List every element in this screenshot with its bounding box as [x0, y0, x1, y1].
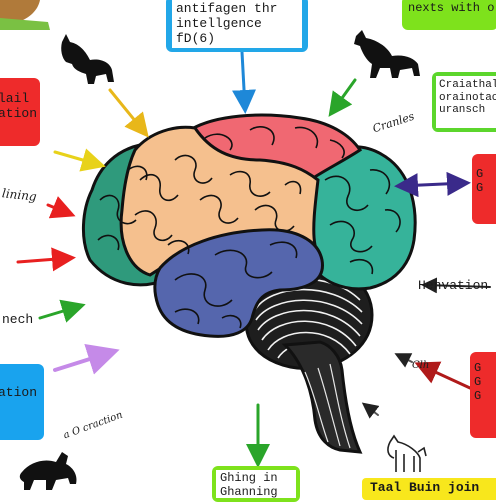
box-bottom-center-line-1: Ghing in: [220, 471, 278, 485]
box-right-lower-line-1: G: [474, 361, 482, 375]
label-mid-right-small: Clh: [412, 360, 430, 371]
box-left-upper-line-2: ation: [0, 105, 38, 121]
arrow-right-small-dark: [394, 353, 413, 368]
box-top-center-line-2: intellgence: [176, 15, 262, 31]
arrow-top-center: [232, 50, 257, 114]
arrow-left-red-2: [16, 247, 76, 272]
box-right-mid: G G: [472, 154, 496, 224]
box-left-upper-line-1: lail: [0, 91, 30, 106]
box-right-upper-line-3: uransch: [439, 104, 486, 117]
arrow-left-red-1: [46, 196, 76, 219]
box-left-lower-line-1: ation: [0, 385, 38, 400]
brainstem: [281, 340, 363, 454]
cat-silhouette-icon: [61, 34, 114, 84]
box-top-right: nexts with o: [402, 0, 496, 30]
box-right-upper: Craiathal orainotaoch uransch: [432, 72, 496, 132]
animal-fragment-icon: [0, 0, 50, 30]
box-top-center: antifagen thr intellgence fD(6): [166, 0, 308, 52]
temporal-lobe: [153, 228, 324, 338]
box-right-upper-line-2: orainotaoch: [439, 91, 496, 104]
arrow-right-black: [421, 277, 491, 294]
arrow-left-upper: [53, 148, 106, 172]
box-left-lower: ation: [0, 364, 44, 440]
dog-silhouette-icon: [19, 452, 77, 490]
box-top-center-line-3: fD(6): [176, 30, 216, 46]
box-right-mid-line-2: G: [476, 180, 484, 195]
arrow-right-dred: [414, 361, 472, 390]
brain: [81, 113, 417, 454]
arrow-left-purple: [53, 343, 120, 375]
box-top-center-line-1: antifagen thr: [176, 1, 278, 16]
dog-line-drawing-icon: [387, 434, 427, 472]
label-right-envation: Henvation: [418, 278, 489, 293]
box-right-lower-line-2: G: [474, 374, 482, 389]
arrow-right-navy: [394, 171, 471, 198]
box-top-right-line-1: nexts with o: [408, 1, 495, 15]
box-bottom-right-line-1: Taal Buin join: [370, 480, 480, 495]
label-left-nech: nech: [2, 312, 34, 327]
arrow-top-right-green: [328, 78, 357, 117]
box-right-lower-line-3: G: [474, 388, 482, 403]
box-bottom-right: Taal Buin join: [362, 478, 496, 500]
box-right-upper-line-1: Craiathal: [439, 79, 496, 91]
box-right-lower: G G G: [470, 352, 496, 438]
box-bottom-center: Ghing in Ghanning: [212, 466, 300, 502]
arrow-bottom-right-small: [361, 402, 380, 419]
wolf-silhouette-icon: [354, 30, 420, 78]
box-left-upper: lail ation: [0, 78, 40, 146]
arrow-top-left-diag: [108, 88, 149, 138]
arrows: [16, 50, 491, 468]
box-right-mid-line-1: G: [476, 167, 484, 181]
arrow-left-green: [38, 299, 86, 323]
box-bottom-center-line-2: Ghanning: [220, 484, 278, 499]
